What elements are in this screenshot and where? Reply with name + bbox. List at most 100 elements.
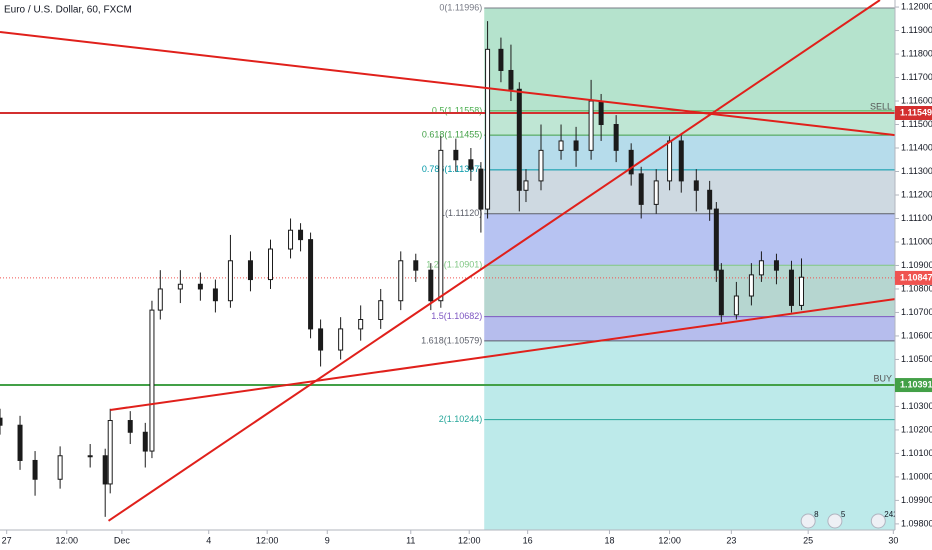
x-tick-label: 25 xyxy=(803,535,813,545)
candle-body xyxy=(613,124,619,151)
x-tick-label: 11 xyxy=(406,535,415,545)
candle-body xyxy=(693,180,699,191)
price-tag xyxy=(895,106,932,121)
line-text: SELL xyxy=(870,101,892,111)
x-tick-label: 23 xyxy=(726,535,736,545)
x-tick-label: 16 xyxy=(523,535,533,545)
candle-body xyxy=(378,300,384,321)
price-tag-label: 1.11549 xyxy=(900,107,932,117)
candle-body xyxy=(485,48,491,210)
y-tick-label: 1.10700 xyxy=(901,307,932,317)
event-count: 8 xyxy=(814,510,819,519)
candle-body xyxy=(653,180,659,205)
y-tick-label: 1.11900 xyxy=(901,25,932,35)
candle-body xyxy=(438,149,444,302)
candle-body xyxy=(678,140,684,182)
candle-body xyxy=(197,283,203,290)
plot-area: 0(1.11996) 0.5(1.11558) 0.618(1.11455) 0.78… xyxy=(0,0,895,530)
candle-body xyxy=(288,229,294,250)
fib-zone xyxy=(484,110,895,136)
fib-label: 2(1.10244) xyxy=(439,414,483,424)
x-tick-label: Dec xyxy=(114,535,131,545)
x-tick-label: 4 xyxy=(206,535,211,545)
candle-body xyxy=(667,140,673,182)
candle-body xyxy=(298,229,304,241)
candle-body xyxy=(308,239,314,330)
candle-body xyxy=(57,455,63,480)
candle-body xyxy=(468,159,474,170)
candle-body xyxy=(177,283,183,290)
candle-body xyxy=(733,295,739,316)
candle-body xyxy=(478,168,484,210)
x-tick-label: 12:00 xyxy=(256,535,279,545)
y-tick-label: 1.11800 xyxy=(901,48,932,58)
candle-body xyxy=(758,260,764,276)
candle-body xyxy=(338,328,344,351)
candle-body xyxy=(773,260,779,271)
fib-label: 1.618(1.10579) xyxy=(421,335,482,345)
y-tick-label: 1.10300 xyxy=(901,401,932,411)
candle-body xyxy=(573,140,579,151)
y-tick-label: 1.10600 xyxy=(901,330,932,340)
candle-body xyxy=(707,189,713,210)
event-icon xyxy=(800,513,816,529)
event-count: 5 xyxy=(841,510,846,519)
price-tag xyxy=(895,270,932,285)
x-tick-label: 18 xyxy=(604,535,614,545)
candle-body xyxy=(227,260,233,302)
price-tag-label: 1.10847 xyxy=(900,272,932,282)
fib-zone xyxy=(484,265,895,317)
candle-body xyxy=(107,420,113,485)
price-tag-label: 1.10391 xyxy=(900,379,932,389)
candle-body xyxy=(142,431,148,452)
fib-label: 0.618(1.11455) xyxy=(422,129,482,139)
candle-body xyxy=(268,248,274,281)
y-tick-label: 1.10200 xyxy=(901,424,932,434)
fib-zone xyxy=(484,135,895,170)
candle-body xyxy=(157,288,163,311)
x-tick-label: 9 xyxy=(325,535,330,545)
fib-label: 0.786(1.11307) xyxy=(422,164,482,174)
candle-body xyxy=(212,288,218,302)
trend-line xyxy=(0,30,895,137)
y-tick-label: 1.10100 xyxy=(901,448,932,458)
y-tick-label: 1.10900 xyxy=(901,260,932,270)
candle-body xyxy=(318,328,324,351)
x-tick-label: 30 xyxy=(888,535,898,545)
fib-zone xyxy=(484,419,895,530)
y-tick-label: 1.10800 xyxy=(901,283,932,293)
candle-body xyxy=(788,269,794,306)
candle-body xyxy=(453,149,459,161)
fib-label: 0.5(1.11558) xyxy=(432,105,482,115)
chart-title: Euro / U.S. Dollar, 60, FXCM xyxy=(4,5,132,16)
candle-body xyxy=(127,420,133,433)
candle-body xyxy=(102,455,108,485)
y-tick-label: 1.09800 xyxy=(901,518,932,528)
candle-body xyxy=(428,269,434,302)
candle-body xyxy=(538,149,544,182)
candle-body xyxy=(87,455,93,458)
candle-body xyxy=(17,424,23,461)
y-tick-label: 1.11400 xyxy=(901,142,932,152)
fib-zone xyxy=(484,340,895,420)
candle-body xyxy=(628,149,634,175)
candle-body xyxy=(0,417,3,426)
fib-zone xyxy=(484,7,895,111)
event-icon xyxy=(870,513,886,529)
y-tick-label: 1.11100 xyxy=(901,213,932,223)
fib-label: 1(1.11120) xyxy=(440,208,482,218)
fib-zone xyxy=(484,169,895,214)
candle-body xyxy=(149,309,155,452)
y-tick-label: 1.11700 xyxy=(901,72,932,82)
candle-body xyxy=(498,48,504,71)
x-tick-label: 12:00 xyxy=(458,535,481,545)
candle-body xyxy=(598,100,604,126)
price-tag xyxy=(895,378,932,393)
candle-body xyxy=(558,140,564,151)
y-tick-label: 1.10000 xyxy=(901,471,932,481)
fib-label: 1.25(1.10901) xyxy=(426,260,482,270)
x-tick-label: 12:00 xyxy=(658,535,681,545)
